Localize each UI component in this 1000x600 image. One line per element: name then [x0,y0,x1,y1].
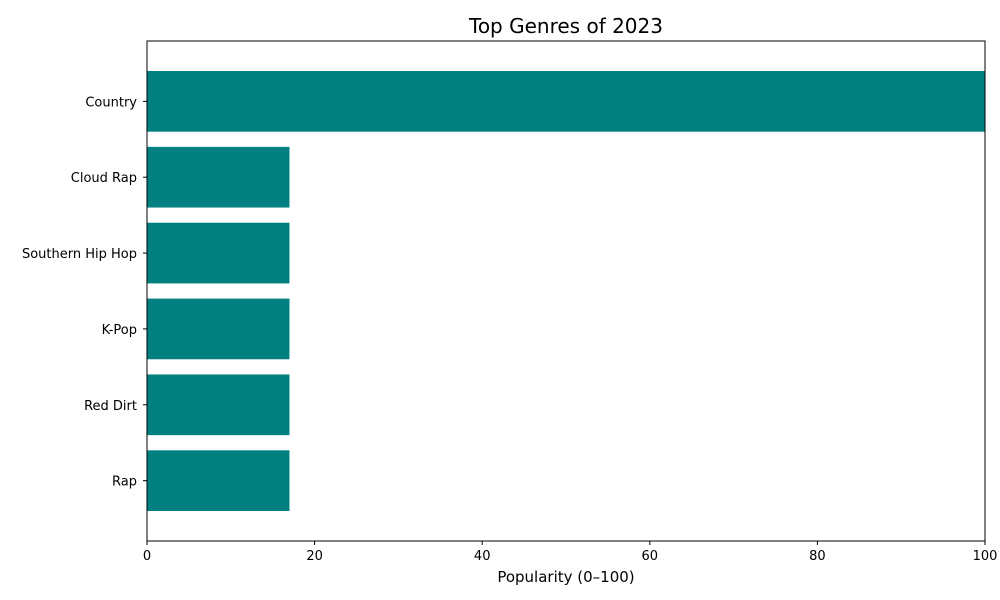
x-axis-label: Popularity (0–100) [497,568,634,586]
bar-southern-hip-hop [147,222,290,284]
x-tick-label: 60 [642,549,659,564]
bar-cloud-rap [147,146,290,208]
x-tick-label: 0 [143,549,151,564]
chart-title: Top Genres of 2023 [468,14,663,38]
bars-layer [147,71,985,511]
bar-rap [147,450,290,511]
x-tick-label: 80 [809,549,826,564]
x-tick-label: 20 [306,549,323,564]
bar-red-dirt [147,374,290,436]
x-tick-label: 100 [973,549,998,564]
y-tick-label: Rap [112,475,137,490]
x-axis: 0 20 40 60 80 100 [143,541,998,564]
y-tick-label: Country [85,95,137,110]
y-tick-label: Cloud Rap [71,171,137,186]
bar-country [147,71,985,132]
y-tick-label: Southern Hip Hop [22,247,137,262]
y-axis: Country Cloud Rap Southern Hip Hop K-Pop Red… [22,95,147,490]
bar-k-pop [147,298,290,360]
y-tick-label: Red Dirt [84,399,137,414]
y-tick-label: K-Pop [102,323,137,338]
plot-frame [146,40,986,542]
x-tick-label: 40 [474,549,491,564]
